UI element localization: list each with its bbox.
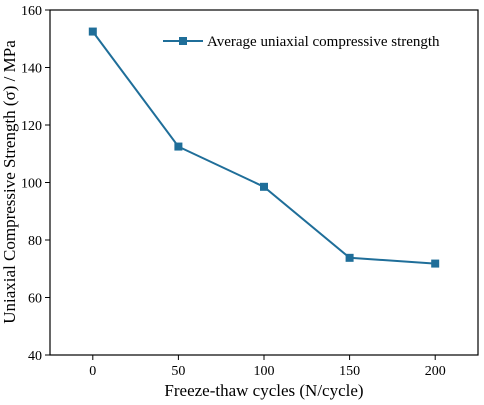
series-marks <box>88 27 440 268</box>
data-point <box>431 259 440 268</box>
series-line <box>91 31 436 265</box>
x-tick-label: 200 <box>425 364 446 379</box>
x-tick-label: 100 <box>254 364 275 379</box>
data-point <box>260 182 268 191</box>
x-tick-label: 50 <box>171 364 185 379</box>
y-axis-title: Uniaxial Compressive Strength (σ) / MPa <box>0 40 19 324</box>
legend: Average uniaxial compressive strength <box>163 34 440 50</box>
x-tick-label: 0 <box>89 364 96 379</box>
y-tick-label: 140 <box>21 62 42 77</box>
legend-label: Average uniaxial compressive strength <box>207 34 440 50</box>
y-tick-label: 80 <box>28 234 42 249</box>
data-point <box>88 27 97 36</box>
legend-marker <box>179 37 187 45</box>
y-tick-label: 160 <box>21 4 42 19</box>
y-tick-label: 100 <box>21 177 42 192</box>
y-tick-label: 120 <box>21 119 42 134</box>
y-tick-label: 40 <box>28 349 42 364</box>
data-point <box>345 253 354 262</box>
x-axis-title: Freeze-thaw cycles (N/cycle) <box>164 381 363 400</box>
axis-ticks: 40 60 80 100 120 140 160 0 50 100 150 200 <box>21 4 446 379</box>
x-tick-label: 150 <box>339 364 360 379</box>
y-tick-label: 60 <box>28 292 42 307</box>
data-point <box>174 142 183 151</box>
